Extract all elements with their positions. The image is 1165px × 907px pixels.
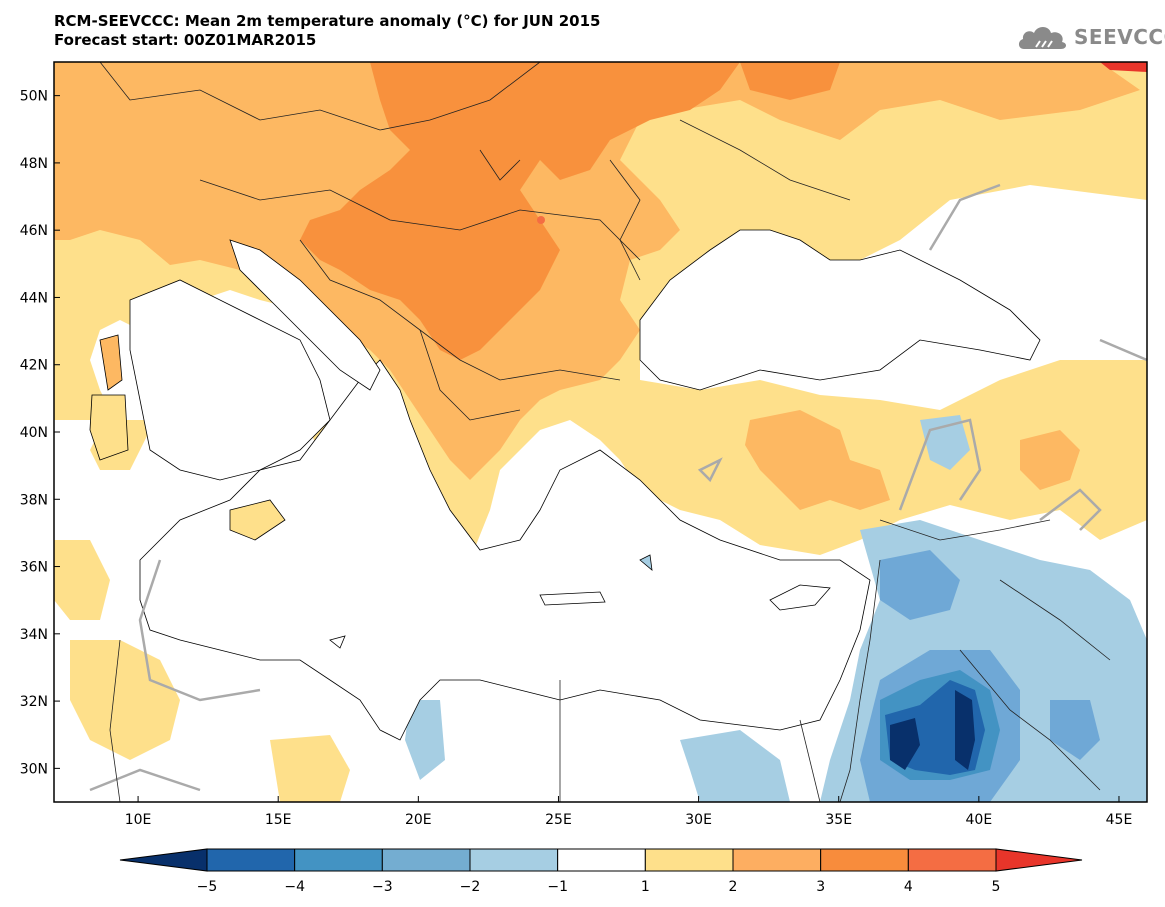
anomaly-field — [54, 62, 1147, 802]
anomaly-region-3-4-east — [740, 62, 840, 100]
anomaly-region-2-3 — [54, 62, 1140, 480]
anomaly-region-east-2-3 — [1020, 430, 1080, 490]
tyrrhenian-sea — [129, 279, 331, 481]
lon-tick-label: 35E — [825, 812, 852, 828]
lat-tick-label: 42N — [20, 358, 48, 374]
lat-tick-label: 44N — [20, 290, 48, 306]
anomaly-region-egypt-m1-m2 — [680, 730, 790, 802]
map-axes: 50N 48N 46N 44N 42N 40N 38N 36N 34N 32N 30N 10E 15E 2… — [20, 89, 1133, 828]
lat-tick-label: 48N — [20, 156, 48, 172]
colorbar-label: −3 — [372, 879, 393, 895]
anomaly-region-3-4 — [300, 62, 740, 360]
anomaly-region-libya-1-2 — [270, 735, 350, 802]
lat-tick-label: 40N — [20, 425, 48, 441]
seevccc-logo: SEEVCCC — [1016, 20, 1165, 54]
lat-tick-label: 50N — [20, 89, 48, 105]
colorbar-label: 2 — [729, 879, 738, 895]
colorbar-label: −2 — [460, 879, 481, 895]
anomaly-region-4-5 — [537, 216, 545, 224]
anomaly-region-below-m5 — [890, 690, 975, 770]
adriatic-sea — [229, 239, 381, 391]
mediterranean-sea — [139, 359, 871, 741]
lon-tick-label: 40E — [966, 812, 993, 828]
islands — [89, 334, 831, 649]
colorbar-box — [557, 848, 646, 872]
country-borders — [99, 62, 1111, 802]
colorbar-label: 3 — [816, 879, 825, 895]
colorbar-box — [469, 848, 559, 872]
lat-tick-label: 34N — [20, 627, 48, 643]
colorbar-box — [294, 848, 383, 872]
title-line-1: RCM-SEEVCCC: Mean 2m temperature anomaly… — [54, 12, 601, 30]
map-title: RCM-SEEVCCC: Mean 2m temperature anomaly… — [54, 12, 601, 50]
anomaly-region-above-5 — [1100, 62, 1147, 72]
anomaly-region-north-africa-1-2 — [70, 640, 180, 760]
colorbar-box — [381, 848, 471, 872]
lat-tick-label: 38N — [20, 492, 48, 508]
colorbar-label: 4 — [904, 879, 913, 895]
colorbar-box — [732, 848, 822, 872]
colorbar-box — [820, 848, 909, 872]
lon-tick-label: 30E — [685, 812, 712, 828]
colorbar-label: −1 — [547, 879, 568, 895]
colorbar-min-arrow — [119, 848, 208, 872]
anomaly-region-libya-m1-m2 — [405, 700, 445, 780]
logo-text: SEEVCCC — [1074, 25, 1165, 49]
lon-tick-label: 15E — [265, 812, 292, 828]
anomaly-region-algeria-1-2 — [54, 540, 110, 620]
black-sea — [639, 229, 1041, 391]
lat-tick-label: 30N — [20, 761, 48, 777]
lat-tick-label: 46N — [20, 223, 48, 239]
colorbar-max-arrow — [995, 848, 1083, 872]
anomaly-region-anatolia-2-3 — [745, 410, 890, 510]
colorbar-label: −4 — [284, 879, 305, 895]
colorbar-box — [644, 848, 734, 872]
lon-tick-label: 25E — [545, 812, 572, 828]
lat-tick-label: 36N — [20, 560, 48, 576]
zero-contours — [89, 183, 1147, 792]
colorbar: −5 −4 −3 −2 −1 1 2 3 4 5 — [119, 848, 1083, 895]
colorbar-label: 1 — [641, 879, 650, 895]
colorbar-box — [206, 848, 296, 872]
lon-tick-label: 20E — [405, 812, 432, 828]
lon-tick-label: 45E — [1106, 812, 1133, 828]
colorbar-label: 5 — [992, 879, 1001, 895]
colorbar-label: −5 — [197, 879, 218, 895]
title-line-2: Forecast start: 00Z01MAR2015 — [54, 31, 317, 49]
lon-tick-label: 10E — [125, 812, 152, 828]
cloud-logo-icon — [1018, 27, 1067, 49]
colorbar-box — [907, 848, 997, 872]
lat-tick-label: 32N — [20, 694, 48, 710]
